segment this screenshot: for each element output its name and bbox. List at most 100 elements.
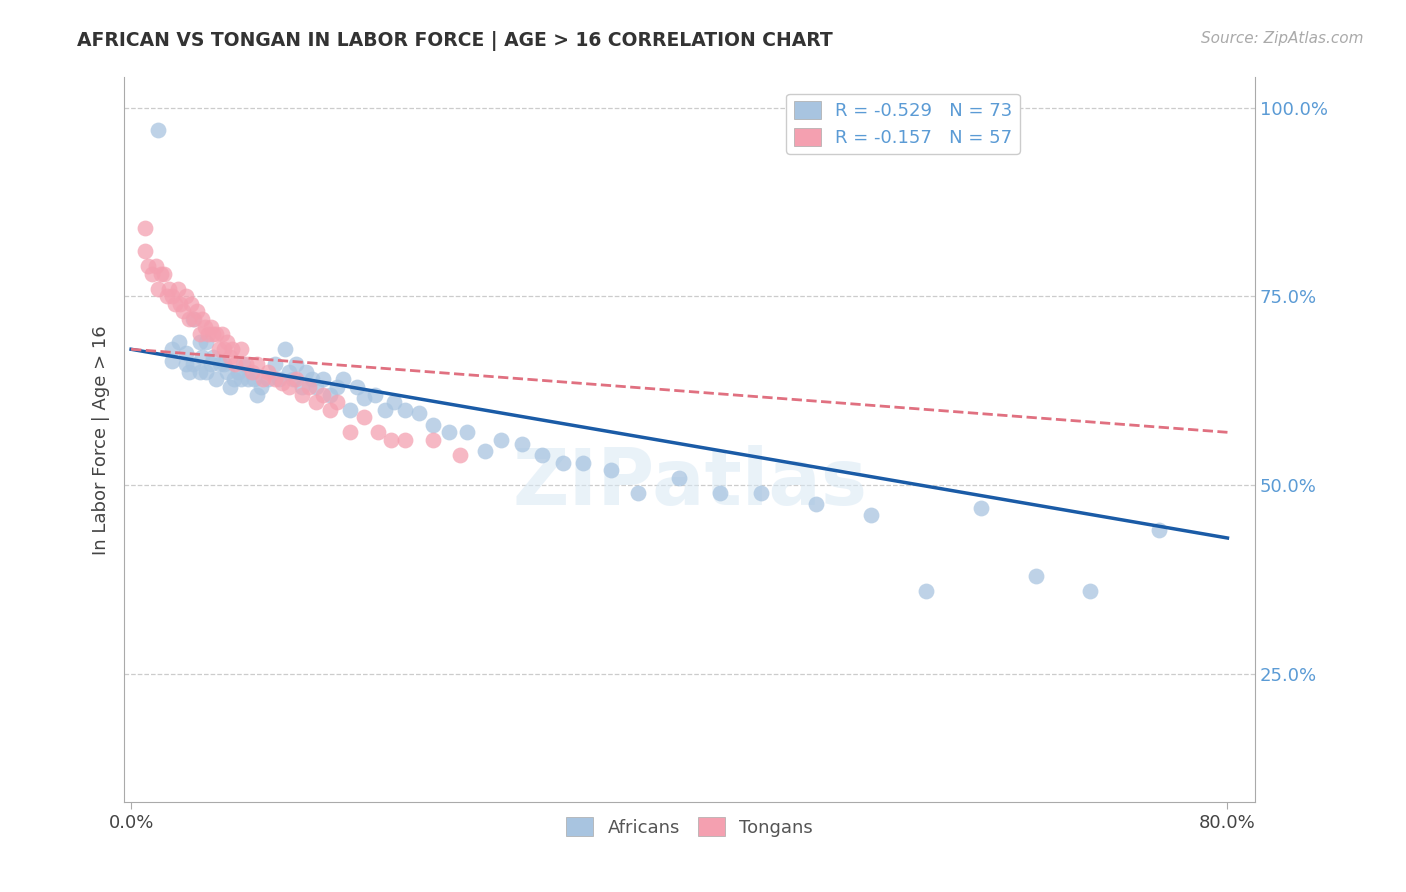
Point — [257, 372, 280, 386]
Point — [194, 319, 217, 334]
Point — [160, 343, 183, 357]
Point — [709, 485, 731, 500]
Point — [240, 365, 263, 379]
Point — [174, 357, 197, 371]
Point — [353, 392, 375, 406]
Point — [195, 334, 218, 349]
Point — [215, 365, 238, 379]
Point — [222, 372, 245, 386]
Point — [226, 365, 249, 379]
Point — [191, 312, 214, 326]
Point — [531, 448, 554, 462]
Point — [232, 357, 254, 371]
Point — [160, 289, 183, 303]
Point — [195, 365, 218, 379]
Point — [148, 123, 170, 137]
Point — [319, 387, 342, 401]
Point — [229, 372, 252, 386]
Point — [325, 395, 347, 409]
Point — [449, 448, 471, 462]
Point — [319, 402, 342, 417]
Text: Source: ZipAtlas.com: Source: ZipAtlas.com — [1201, 31, 1364, 46]
Point — [437, 425, 460, 440]
Point — [284, 357, 307, 371]
Point — [177, 312, 200, 326]
Point — [246, 387, 269, 401]
Point — [408, 406, 430, 420]
Point — [367, 425, 389, 440]
Point — [186, 304, 208, 318]
Point — [153, 267, 176, 281]
Point — [264, 372, 287, 386]
Point — [456, 425, 478, 440]
Point — [163, 297, 186, 311]
Point — [205, 327, 228, 342]
Point — [174, 289, 197, 303]
Point — [229, 343, 252, 357]
Point — [510, 436, 533, 450]
Point — [252, 372, 274, 386]
Point — [214, 357, 236, 371]
Point — [191, 350, 214, 364]
Point — [183, 312, 205, 326]
Point — [295, 365, 318, 379]
Point — [380, 433, 402, 447]
Point — [312, 387, 335, 401]
Point — [181, 357, 204, 371]
Point — [188, 327, 211, 342]
Point — [211, 327, 233, 342]
Point — [218, 380, 240, 394]
Point — [353, 410, 375, 425]
Point — [332, 372, 354, 386]
Point — [394, 433, 416, 447]
Point — [339, 402, 361, 417]
Point — [281, 372, 304, 386]
Point — [298, 380, 321, 394]
Point — [312, 372, 335, 386]
Point — [197, 327, 219, 342]
Point — [284, 372, 307, 386]
Point — [305, 380, 328, 394]
Point — [159, 282, 181, 296]
Point — [1147, 524, 1170, 538]
Point — [200, 357, 222, 371]
Point — [382, 395, 405, 409]
Point — [172, 304, 194, 318]
Point — [257, 365, 280, 379]
Point — [806, 497, 828, 511]
Point — [915, 583, 938, 598]
Point — [422, 417, 444, 432]
Point — [422, 433, 444, 447]
Point — [169, 297, 191, 311]
Point — [364, 387, 387, 401]
Point — [860, 508, 883, 523]
Point — [200, 319, 222, 334]
Point — [202, 327, 225, 342]
Point — [394, 402, 416, 417]
Point — [277, 380, 299, 394]
Point — [221, 343, 243, 357]
Point — [751, 485, 773, 500]
Point — [177, 365, 200, 379]
Point — [489, 433, 512, 447]
Point — [224, 357, 246, 371]
Point — [209, 357, 232, 371]
Point — [250, 380, 273, 394]
Point — [167, 334, 190, 349]
Point — [270, 376, 292, 391]
Point — [141, 267, 163, 281]
Point — [668, 470, 690, 484]
Point — [572, 456, 595, 470]
Text: ZIPatlas: ZIPatlas — [512, 445, 868, 521]
Point — [181, 312, 204, 326]
Point — [599, 463, 621, 477]
Point — [374, 402, 396, 417]
Point — [174, 346, 197, 360]
Point — [180, 297, 202, 311]
Point — [202, 350, 225, 364]
Point — [136, 259, 159, 273]
Point — [243, 372, 266, 386]
Point — [267, 372, 290, 386]
Point — [970, 500, 993, 515]
Point — [188, 334, 211, 349]
